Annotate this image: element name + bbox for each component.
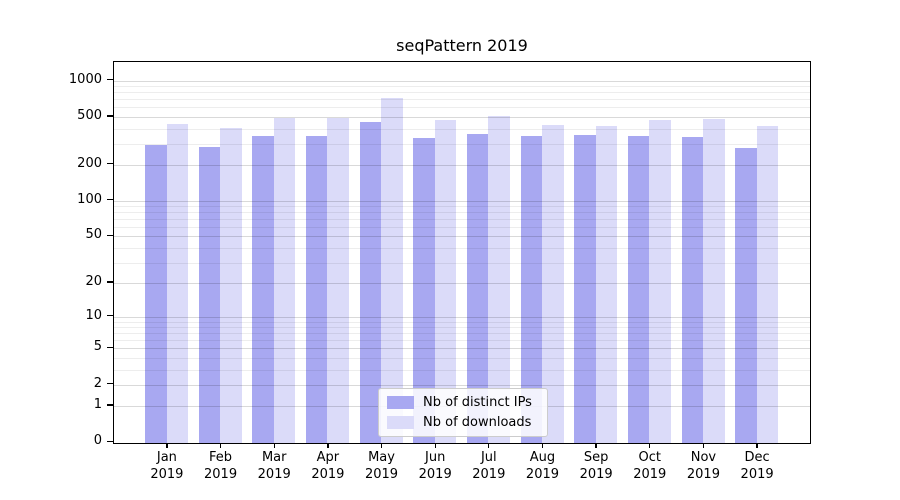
legend-swatch-downloads [387, 416, 414, 429]
y-tick-20 [107, 281, 113, 283]
y-tick-500 [107, 115, 113, 117]
bar-downloads-dec [756, 126, 779, 443]
legend: Nb of distinct IPs Nb of downloads [378, 388, 548, 437]
y-tick-label-100: 100 [77, 191, 102, 207]
bar-downloads-aug [542, 125, 564, 443]
y-tick-label-0: 0 [93, 433, 102, 449]
x-tick-oct [649, 442, 651, 448]
y-tick-100 [107, 199, 113, 201]
y-tick-1 [107, 404, 113, 406]
bar-ips-jul [466, 134, 489, 443]
x-tick-label-jun: Jun 2019 [418, 450, 452, 483]
x-tick-label-jan: Jan 2019 [150, 450, 184, 483]
x-tick-apr [327, 442, 329, 448]
bar-ips-sep [574, 134, 596, 443]
y-tick-10 [107, 315, 113, 317]
chart-title: seqPattern 2019 [396, 36, 528, 55]
bar-downloads-sep [595, 125, 618, 443]
y-tick-label-5: 5 [93, 339, 102, 355]
y-tick-5 [107, 346, 113, 349]
x-tick-label-sep: Sep 2019 [579, 450, 613, 483]
bar-downloads-feb [220, 128, 242, 443]
y-tick-200 [107, 163, 113, 165]
bar-downloads-jun [434, 120, 457, 443]
x-tick-jun [434, 442, 436, 448]
bar-ips-aug [520, 136, 543, 443]
bar-ips-jan [145, 145, 167, 443]
bar-ips-feb [198, 147, 221, 443]
bar-ips-oct [627, 136, 650, 443]
x-tick-jul [488, 442, 490, 448]
y-tick-label-10: 10 [85, 307, 102, 323]
bar-downloads-jan [166, 124, 188, 443]
y-tick-50 [107, 234, 113, 237]
x-tick-label-feb: Feb 2019 [204, 450, 238, 483]
x-tick-mar [273, 442, 275, 448]
bar-downloads-may [381, 97, 403, 443]
x-tick-jan [166, 442, 168, 448]
y-tick-label-20: 20 [85, 273, 102, 289]
x-tick-label-nov: Nov 2019 [686, 450, 720, 483]
y-tick-label-200: 200 [77, 155, 102, 171]
bar-downloads-apr [327, 117, 349, 443]
bar-ips-apr [305, 136, 328, 443]
y-tick-label-2: 2 [93, 375, 102, 391]
legend-item-downloads: Nb of downloads [387, 415, 539, 430]
bar-ips-may [359, 121, 382, 443]
x-tick-label-mar: Mar 2019 [257, 450, 291, 483]
y-tick-label-50: 50 [85, 227, 102, 243]
x-tick-aug [541, 442, 544, 448]
bar-ips-jun [413, 137, 435, 443]
x-tick-label-may: May 2019 [364, 450, 399, 483]
legend-label-downloads: Nb of downloads [423, 415, 532, 430]
x-tick-label-dec: Dec 2019 [740, 450, 774, 483]
y-tick-label-1: 1 [93, 396, 102, 412]
x-tick-label-jul: Jul 2019 [472, 450, 506, 483]
bars-layer [114, 62, 810, 443]
y-tick-label-1000: 1000 [68, 71, 102, 87]
x-tick-feb [219, 442, 222, 448]
x-tick-label-aug: Aug 2019 [525, 450, 560, 483]
legend-label-distinct-ips: Nb of distinct IPs [423, 395, 532, 410]
y-tick-label-500: 500 [77, 107, 102, 123]
y-tick-1000 [107, 79, 113, 81]
x-tick-may [380, 442, 383, 448]
y-tick-0 [107, 440, 113, 442]
legend-item-distinct-ips: Nb of distinct IPs [387, 395, 539, 410]
x-tick-label-oct: Oct 2019 [633, 450, 667, 483]
x-tick-sep [595, 442, 597, 448]
x-tick-nov [702, 442, 705, 448]
bar-ips-nov [681, 137, 704, 443]
bar-downloads-nov [703, 119, 725, 443]
bar-downloads-oct [649, 120, 671, 443]
bar-downloads-mar [273, 117, 296, 443]
bar-ips-dec [735, 147, 757, 443]
x-tick-dec [756, 442, 758, 448]
legend-swatch-distinct-ips [387, 396, 414, 409]
x-tick-label-apr: Apr 2019 [311, 450, 345, 483]
bar-ips-mar [252, 136, 274, 443]
plot-area: Nb of distinct IPs Nb of downloads [113, 61, 811, 444]
y-tick-2 [107, 383, 113, 385]
bar-downloads-jul [488, 116, 510, 443]
